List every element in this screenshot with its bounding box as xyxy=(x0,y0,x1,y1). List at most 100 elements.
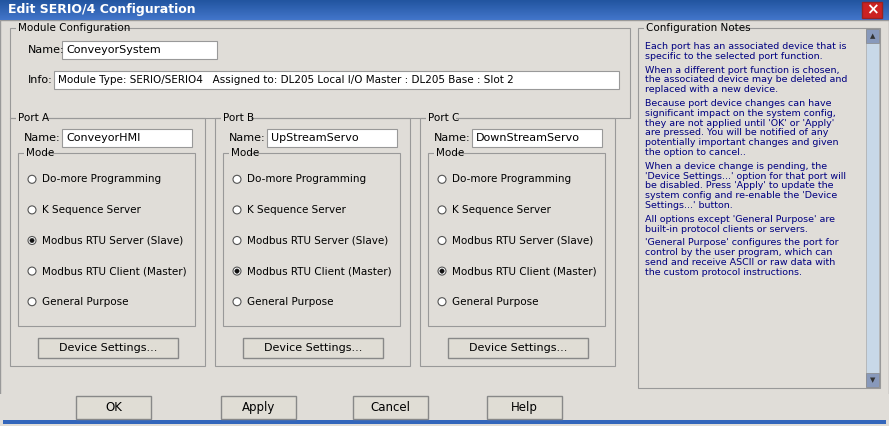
Text: Port B: Port B xyxy=(223,113,254,123)
Text: ConveyorHMI: ConveyorHMI xyxy=(66,133,140,143)
Bar xyxy=(472,129,602,147)
Text: Configuration Notes: Configuration Notes xyxy=(646,23,750,33)
Text: Modbus RTU Server (Slave): Modbus RTU Server (Slave) xyxy=(247,236,388,245)
Text: control by the user program, which can: control by the user program, which can xyxy=(645,248,832,257)
Text: Help: Help xyxy=(511,401,538,414)
Text: built-in protocol clients or servers.: built-in protocol clients or servers. xyxy=(645,225,808,233)
Bar xyxy=(76,396,151,419)
Text: OK: OK xyxy=(105,401,122,414)
Circle shape xyxy=(233,176,241,183)
Text: Do-more Programming: Do-more Programming xyxy=(42,174,161,184)
Text: UpStreamServo: UpStreamServo xyxy=(271,133,358,143)
Text: When a different port function is chosen,: When a different port function is chosen… xyxy=(645,66,839,75)
Bar xyxy=(0,7,889,8)
Bar xyxy=(3,420,886,424)
Text: Modbus RTU Client (Master): Modbus RTU Client (Master) xyxy=(247,266,392,276)
Bar xyxy=(0,16,889,17)
Bar xyxy=(38,338,178,358)
Bar xyxy=(0,4,889,5)
Bar xyxy=(0,14,889,15)
Text: All options except 'General Purpose' are: All options except 'General Purpose' are xyxy=(645,215,835,224)
Text: Module Configuration: Module Configuration xyxy=(18,23,131,33)
Bar xyxy=(420,118,615,366)
Bar xyxy=(866,29,879,43)
Bar xyxy=(54,71,619,89)
Circle shape xyxy=(30,238,34,243)
Bar xyxy=(24,149,45,157)
Circle shape xyxy=(28,206,36,214)
Text: Module Type: SERIO/SERIO4   Assigned to: DL205 Local I/O Master : DL205 Base : S: Module Type: SERIO/SERIO4 Assigned to: D… xyxy=(58,75,514,85)
Text: Device Settings...: Device Settings... xyxy=(264,343,362,353)
Bar xyxy=(223,153,400,326)
Circle shape xyxy=(438,236,446,245)
Bar xyxy=(0,6,889,7)
Bar xyxy=(229,149,250,157)
Bar xyxy=(0,2,889,3)
Bar xyxy=(0,19,889,20)
Text: send and receive ASCII or raw data with: send and receive ASCII or raw data with xyxy=(645,258,836,267)
Bar xyxy=(644,24,729,32)
Bar xyxy=(0,12,889,13)
Bar xyxy=(16,114,45,122)
Bar xyxy=(0,5,889,6)
Text: Mode: Mode xyxy=(231,148,260,158)
Text: Mode: Mode xyxy=(436,148,464,158)
Bar xyxy=(487,396,562,419)
Text: 'General Purpose' configures the port for: 'General Purpose' configures the port fo… xyxy=(645,239,838,248)
Text: ▼: ▼ xyxy=(869,377,875,383)
Text: the associated device may be deleted and: the associated device may be deleted and xyxy=(645,75,847,84)
Bar xyxy=(0,18,889,19)
Text: system config and re-enable the 'Device: system config and re-enable the 'Device xyxy=(645,191,837,200)
Text: K Sequence Server: K Sequence Server xyxy=(42,205,140,215)
Bar xyxy=(0,13,889,14)
Text: General Purpose: General Purpose xyxy=(247,296,333,307)
Circle shape xyxy=(438,176,446,183)
Text: Port A: Port A xyxy=(18,113,49,123)
Text: Modbus RTU Client (Master): Modbus RTU Client (Master) xyxy=(42,266,187,276)
Text: the custom protocol instructions.: the custom protocol instructions. xyxy=(645,268,802,277)
Bar xyxy=(215,118,410,366)
Text: ConveyorSystem: ConveyorSystem xyxy=(66,45,161,55)
Bar xyxy=(0,10,889,11)
Bar xyxy=(0,8,889,9)
Text: Because port device changes can have: Because port device changes can have xyxy=(645,99,831,108)
Bar xyxy=(243,338,383,358)
Circle shape xyxy=(28,236,36,245)
Text: Do-more Programming: Do-more Programming xyxy=(247,174,366,184)
Text: Device Settings...: Device Settings... xyxy=(469,343,567,353)
Circle shape xyxy=(28,298,36,306)
Bar xyxy=(0,15,889,16)
Text: replaced with a new device.: replaced with a new device. xyxy=(645,85,778,94)
Text: Settings...' button.: Settings...' button. xyxy=(645,201,733,210)
Circle shape xyxy=(438,298,446,306)
Bar xyxy=(638,28,880,388)
Bar xyxy=(0,11,889,12)
Text: 'Device Settings...' option for that port will: 'Device Settings...' option for that por… xyxy=(645,172,846,181)
Text: Modbus RTU Client (Master): Modbus RTU Client (Master) xyxy=(452,266,597,276)
Bar xyxy=(426,114,456,122)
Text: the option to cancel..: the option to cancel.. xyxy=(645,148,746,157)
Text: Info:: Info: xyxy=(28,75,52,85)
Text: ▲: ▲ xyxy=(869,33,875,39)
Text: specific to the selected port function.: specific to the selected port function. xyxy=(645,52,822,61)
Text: are pressed. You will be notified of any: are pressed. You will be notified of any xyxy=(645,128,829,138)
Bar xyxy=(866,373,879,387)
Text: Name:: Name: xyxy=(24,133,60,143)
Circle shape xyxy=(438,206,446,214)
Circle shape xyxy=(438,267,446,275)
Bar xyxy=(62,41,217,59)
Bar xyxy=(434,149,455,157)
Text: Cancel: Cancel xyxy=(371,401,411,414)
Text: ×: × xyxy=(866,3,878,17)
Text: Edit SERIO/4 Configuration: Edit SERIO/4 Configuration xyxy=(8,3,196,17)
Bar xyxy=(62,129,192,147)
Text: Modbus RTU Server (Slave): Modbus RTU Server (Slave) xyxy=(452,236,593,245)
Text: significant impact on the system config,: significant impact on the system config, xyxy=(645,109,836,118)
Text: Do-more Programming: Do-more Programming xyxy=(452,174,571,184)
Bar xyxy=(221,396,296,419)
Bar xyxy=(0,1,889,2)
Text: be disabled. Press 'Apply' to update the: be disabled. Press 'Apply' to update the xyxy=(645,181,834,190)
Circle shape xyxy=(233,206,241,214)
Bar xyxy=(353,396,428,419)
Bar xyxy=(862,2,882,18)
